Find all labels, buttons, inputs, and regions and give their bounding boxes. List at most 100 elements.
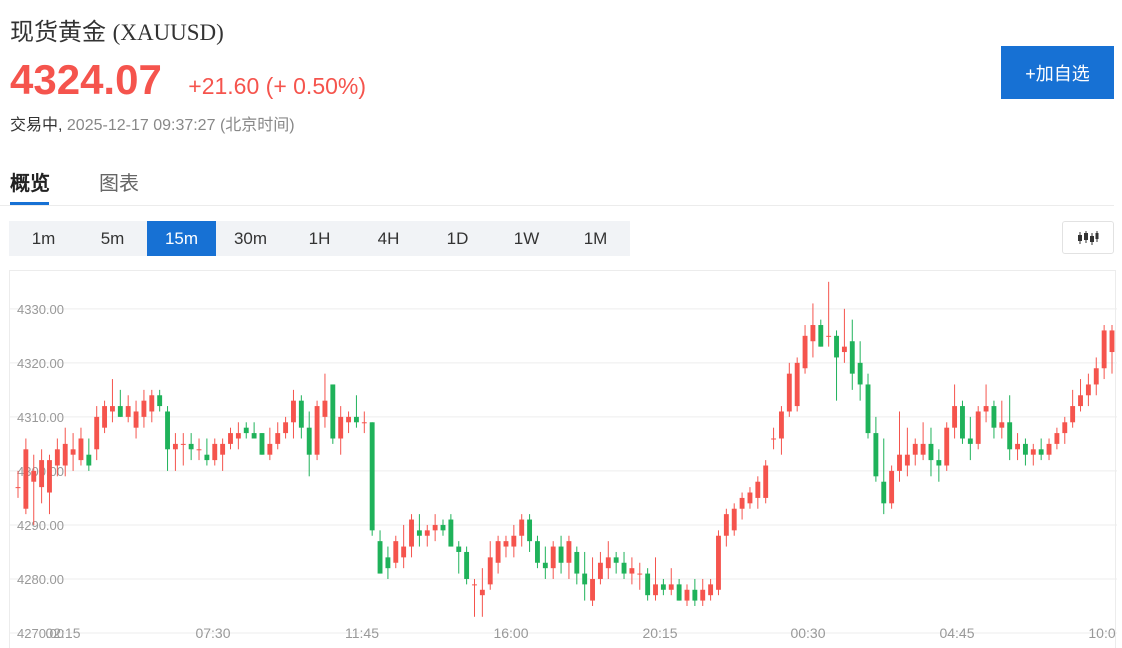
candle-body xyxy=(330,384,336,439)
interval-15m[interactable]: 15m xyxy=(147,221,216,256)
candle-body xyxy=(834,335,839,358)
candle-body xyxy=(613,557,619,563)
candle-body xyxy=(1054,433,1060,444)
candle-body xyxy=(873,433,879,477)
x-tick-label: 11:45 xyxy=(345,625,379,641)
status-label: 交易中, xyxy=(10,117,63,134)
interval-5m[interactable]: 5m xyxy=(100,228,125,248)
y-tick-label: 4310.00 xyxy=(17,410,64,425)
candle-body xyxy=(999,422,1005,428)
candle-body xyxy=(676,584,682,601)
candle-body xyxy=(881,481,887,504)
candle-body xyxy=(86,454,92,466)
candle-body xyxy=(1093,368,1099,385)
candle-body xyxy=(802,335,808,369)
candle-body xyxy=(314,406,320,455)
candle-body xyxy=(1078,395,1083,407)
interval-1m[interactable]: 1m xyxy=(31,228,56,248)
candle-body xyxy=(1038,449,1044,455)
candle-body xyxy=(716,535,721,590)
interval-1h[interactable]: 1H xyxy=(308,228,331,248)
candle-body xyxy=(967,438,973,444)
candle-body xyxy=(731,508,737,531)
candle-body xyxy=(849,341,855,374)
interval-1w[interactable]: 1W xyxy=(513,228,540,248)
candle-body xyxy=(983,406,989,412)
price-chart[interactable]: 4330.004320.004310.004300.004290.004280.… xyxy=(9,270,1117,648)
candle-body xyxy=(102,406,108,428)
current-price: 4324.07 xyxy=(10,56,162,103)
candle-body xyxy=(637,573,643,575)
candle-body xyxy=(936,460,942,466)
candle-body xyxy=(700,589,706,601)
candle-body xyxy=(322,400,328,417)
candle-body xyxy=(353,416,359,423)
candle-body xyxy=(1030,449,1036,455)
x-tick-label: 20:15 xyxy=(642,625,677,641)
candle-body xyxy=(826,335,832,337)
x-tick-label: 00:30 xyxy=(790,625,825,641)
interval-30m[interactable]: 30m xyxy=(233,228,268,248)
candle-body xyxy=(235,433,241,439)
candle-body xyxy=(440,524,446,531)
candle-body xyxy=(361,422,367,424)
instrument-code: (XAUUSD) xyxy=(112,20,224,45)
candle-body xyxy=(723,514,729,536)
x-tick-label: 02:15 xyxy=(45,625,80,641)
candle-body xyxy=(928,443,934,461)
candle-body xyxy=(542,562,548,569)
candle-body xyxy=(377,541,383,574)
candle-body xyxy=(212,443,218,461)
candle-body xyxy=(1085,384,1091,396)
candle-body xyxy=(47,460,52,493)
candle-body xyxy=(31,470,37,482)
candle-body xyxy=(448,519,454,547)
candle-body xyxy=(558,546,564,563)
candle-body xyxy=(660,584,666,590)
candle-body xyxy=(668,584,674,590)
candle-body xyxy=(550,546,556,569)
candle-body xyxy=(1101,330,1107,369)
tab-overview[interactable]: 概览 xyxy=(10,173,50,195)
candle-body xyxy=(503,541,509,547)
candle-body xyxy=(912,443,918,455)
candle-body xyxy=(180,443,186,445)
candle-body xyxy=(778,411,784,439)
interval-1d[interactable]: 1D xyxy=(446,228,469,248)
candle-body xyxy=(125,406,131,417)
candle-body xyxy=(338,416,344,439)
candle-body xyxy=(283,422,289,434)
candle-body xyxy=(841,346,847,353)
candle-body xyxy=(39,460,45,488)
candle-body xyxy=(15,487,21,489)
add-to-watchlist-button[interactable]: +加自选 xyxy=(1001,46,1114,99)
candle-body xyxy=(1015,443,1020,450)
candle-body xyxy=(133,411,139,428)
candle-body xyxy=(196,449,202,451)
candle-body xyxy=(393,541,399,563)
candlestick-chart[interactable]: 4330.004320.004310.004300.004290.004280.… xyxy=(10,271,1117,648)
chart-type-button[interactable] xyxy=(1062,221,1114,254)
interval-1mo[interactable]: 1M xyxy=(583,228,608,248)
candle-body xyxy=(991,406,997,428)
candle-body xyxy=(172,443,178,450)
candle-body xyxy=(818,325,824,347)
candle-body xyxy=(479,589,485,596)
candle-body xyxy=(975,411,981,444)
candle-body xyxy=(228,433,233,444)
candle-body xyxy=(621,562,627,574)
candle-body xyxy=(70,449,76,455)
tab-chart[interactable]: 图表 xyxy=(99,173,139,195)
candle-body xyxy=(897,454,902,471)
interval-4h[interactable]: 4H xyxy=(377,228,400,248)
candlestick-icon xyxy=(1078,230,1099,245)
candle-body xyxy=(369,422,375,531)
candle-body xyxy=(432,524,438,531)
candle-body xyxy=(424,530,430,536)
candle-body xyxy=(755,481,761,498)
candle-body xyxy=(117,406,123,417)
price-change: +21.60 (+ 0.50%) xyxy=(188,73,367,99)
candle-body xyxy=(1062,422,1068,434)
candle-body xyxy=(401,546,407,558)
candle-body xyxy=(944,427,950,466)
